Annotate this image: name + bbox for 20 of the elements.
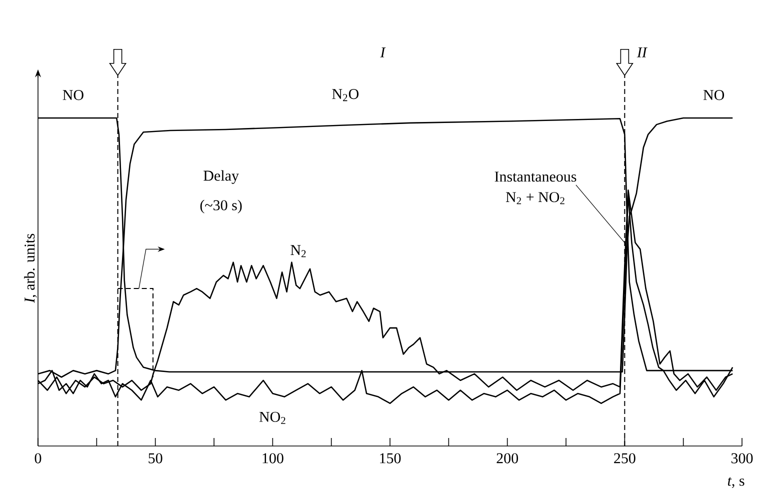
x-axis-title: t, s xyxy=(728,477,744,488)
x-tick-label: 300 xyxy=(731,453,753,464)
annotation: Instantaneous xyxy=(494,172,576,182)
text: NO xyxy=(703,90,724,100)
annotation: N$_{2}$ + NO$_{2}$ xyxy=(506,192,564,204)
text: I xyxy=(380,47,386,58)
annotation: (~30 s) xyxy=(200,200,242,214)
y-axis-title: I, arb. units xyxy=(24,234,37,303)
series-label: N$_{2}$ xyxy=(290,245,306,258)
x-tick-label: 250 xyxy=(614,453,636,464)
annotation: Delay xyxy=(204,170,239,184)
text: II xyxy=(636,47,648,58)
text: N$_{2}$O xyxy=(332,89,359,102)
x-tick-label: 200 xyxy=(496,453,518,464)
x-tick-label: 50 xyxy=(148,453,162,464)
x-tick-label: 0 xyxy=(34,453,42,464)
series-label: NO$_{2}$ xyxy=(259,412,286,424)
x-tick-label: 150 xyxy=(380,453,401,464)
x-tick-label: 100 xyxy=(262,453,284,464)
text: NO xyxy=(62,90,84,100)
